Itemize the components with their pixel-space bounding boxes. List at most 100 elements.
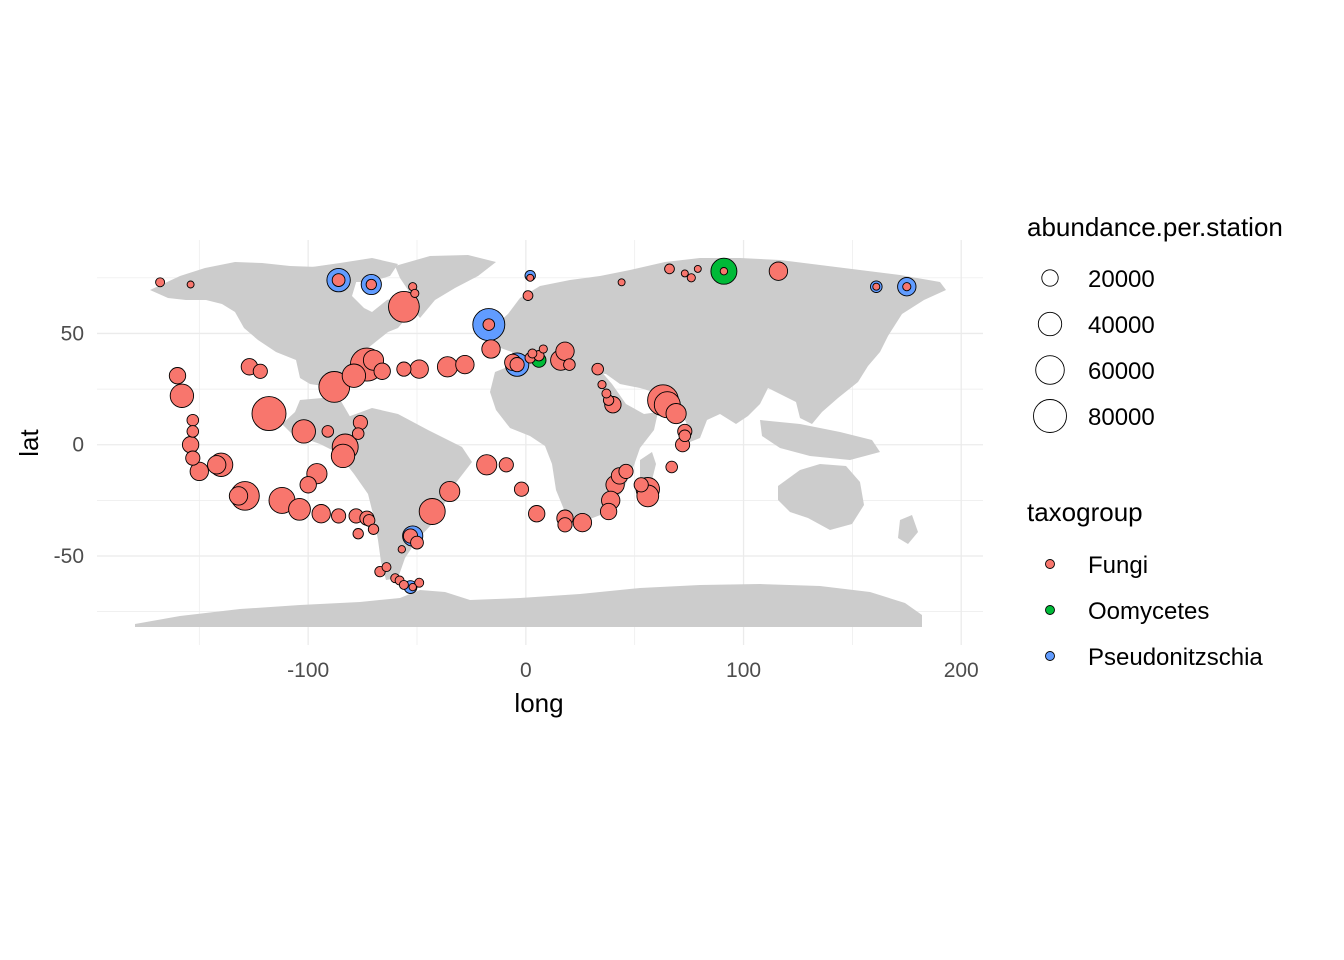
data-point-fungi: [481, 339, 501, 359]
data-point-fungi: [591, 362, 604, 376]
data-point-fungi: [186, 280, 195, 289]
data-point-fungi: [169, 383, 195, 408]
x-axis-title: long: [514, 688, 563, 718]
color-legend-key-dot: [1045, 559, 1055, 569]
size-legend-keys: 20000 40000 60000 80000: [1033, 266, 1155, 433]
size-legend-key-label: 60000: [1088, 358, 1155, 385]
data-point-fungi: [155, 277, 166, 288]
europe-asia-land: [488, 258, 946, 442]
size-legend-key-label: 20000: [1088, 266, 1155, 293]
data-point-fungi: [351, 427, 365, 440]
x-tick-label: 200: [944, 659, 979, 682]
data-point-fungi: [665, 460, 678, 474]
y-tick-label: 0: [72, 434, 84, 457]
data-point-fungi: [341, 363, 367, 388]
land-basemap: [135, 255, 946, 627]
data-point-fungi: [367, 523, 380, 535]
data-point-fungi: [509, 357, 525, 373]
data-point-fungi: [288, 497, 311, 521]
data-point-fungi: [482, 318, 496, 331]
australia-land: [778, 464, 864, 530]
color-legend-key-label: Oomycetes: [1088, 598, 1209, 625]
data-point-fungi: [331, 273, 346, 287]
x-tick-label: -100: [287, 659, 329, 682]
data-point-fungi: [693, 264, 702, 273]
color-legend: taxogroup Fungi Oomycetes Pseudonitzschia: [1027, 497, 1263, 671]
data-point-fungi: [352, 414, 368, 431]
data-point-fungi: [311, 504, 331, 524]
data-point-fungi: [572, 512, 593, 533]
data-point-fungi: [331, 508, 347, 524]
x-tick-labels: -100 0 100 200: [287, 659, 979, 682]
color-legend-key-dot: [1045, 651, 1055, 661]
x-tick-label: 0: [520, 659, 532, 682]
y-tick-labels: -50 0 50: [54, 322, 84, 568]
data-point-fungi: [526, 273, 535, 282]
data-point-fungi: [513, 481, 530, 497]
data-point-fungi: [617, 278, 626, 287]
data-point-fungi: [410, 535, 424, 550]
data-point-fungi: [476, 454, 498, 476]
data-point-fungi: [719, 267, 729, 276]
data-point-fungi: [410, 288, 420, 298]
data-point-fungi: [408, 582, 417, 592]
data-point-fungi: [299, 476, 317, 494]
data-point-fungi: [207, 455, 227, 475]
data-point-fungi: [373, 362, 391, 380]
data-point-fungi: [388, 290, 420, 323]
north-america-land: [150, 262, 408, 452]
color-legend-title: taxogroup: [1027, 497, 1143, 527]
data-point-fungi: [618, 463, 634, 479]
y-axis-title: lat: [14, 428, 44, 456]
data-point-fungi: [555, 341, 575, 361]
axes: lat long -100 0 100 200 -50 0 50: [14, 322, 979, 718]
data-point-fungi: [768, 261, 789, 281]
size-legend-key-label: 40000: [1088, 312, 1155, 339]
data-point-fungi: [498, 457, 514, 473]
data-point-fungi: [686, 273, 696, 283]
color-legend-key-label: Pseudonitzschia: [1088, 644, 1263, 671]
y-tick-label: -50: [54, 545, 84, 568]
data-point-fungi: [664, 263, 675, 275]
data-point-fungi: [186, 413, 200, 427]
y-tick-label: 50: [61, 322, 84, 345]
size-legend: abundance.per.station 20000 40000 60000 800…: [1027, 212, 1283, 433]
data-point-fungi: [527, 348, 538, 359]
data-point-fungi: [181, 436, 200, 454]
data-point-fungi: [522, 290, 534, 301]
data-point-fungi: [528, 505, 546, 523]
data-point-fungi: [186, 425, 200, 438]
data-point-fungi: [330, 443, 356, 469]
data-point-fungi: [228, 486, 249, 506]
data-point-fungi: [414, 577, 425, 588]
data-point-fungi: [365, 278, 377, 291]
color-legend-keys: Fungi Oomycetes Pseudonitzschia: [1045, 552, 1263, 671]
data-point-fungi: [678, 429, 692, 443]
data-point-fungi: [252, 363, 268, 379]
data-point-fungi: [563, 358, 576, 371]
data-point-fungi: [397, 545, 406, 554]
data-point-fungi: [601, 388, 612, 399]
data-point-fungi: [439, 480, 461, 503]
color-legend-key-dot: [1045, 605, 1055, 615]
data-point-fungi: [185, 450, 201, 466]
data-point-fungi: [409, 359, 429, 379]
data-point-fungi: [168, 367, 187, 385]
greenland-land: [395, 255, 496, 318]
data-point-fungi: [680, 269, 689, 278]
data-point-fungi: [418, 498, 446, 525]
data-point-fungi: [557, 517, 573, 533]
x-tick-label: 100: [726, 659, 761, 682]
size-legend-key-circle: [1037, 311, 1063, 337]
data-point-fungi: [436, 356, 459, 378]
maritime-asia-land: [760, 420, 880, 460]
size-legend-title: abundance.per.station: [1027, 212, 1283, 242]
data-point-fungi: [381, 562, 392, 573]
data-point-fungi: [321, 425, 335, 438]
data-point-fungi: [398, 579, 409, 590]
data-point-fungi: [538, 344, 548, 354]
data-point-fungi: [633, 477, 649, 493]
new-zealand-land: [898, 515, 918, 544]
data-point-fungi: [872, 282, 881, 291]
